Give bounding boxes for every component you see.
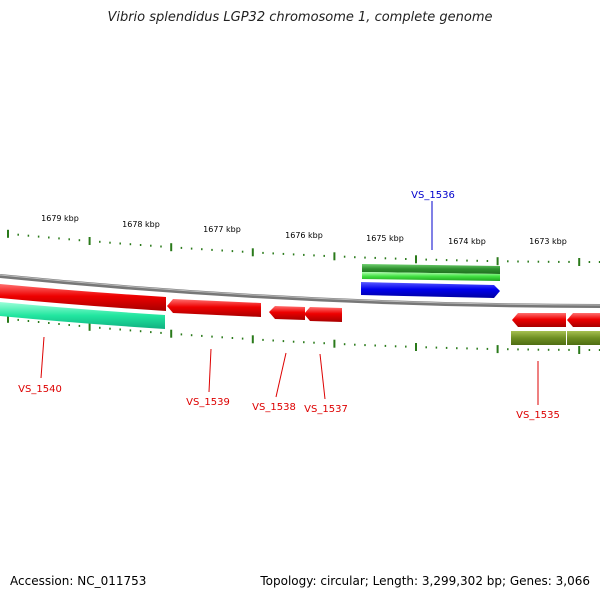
gene-label-vs-1540[interactable]: VS_1540 <box>18 384 62 395</box>
feature-green-forward[interactable] <box>362 264 500 281</box>
gene-label-vs-1536[interactable]: VS_1536 <box>411 190 455 201</box>
scale-label: 1677 kbp <box>203 225 241 234</box>
accession-text: Accession: NC_011753 <box>10 574 147 588</box>
gene-label-vs-1539[interactable]: VS_1539 <box>186 397 230 408</box>
leader-line <box>40 336 45 379</box>
scale-label: 1678 kbp <box>122 220 160 229</box>
scale-label: 1676 kbp <box>285 231 323 240</box>
gene-vs-1540[interactable] <box>0 284 166 311</box>
summary-text: Topology: circular; Length: 3,299,302 bp… <box>260 574 590 588</box>
scale-label: 1679 kbp <box>41 214 79 223</box>
scale-label: 1674 kbp <box>448 237 486 246</box>
scale-label: 1675 kbp <box>366 234 404 243</box>
gene-vs-1536[interactable] <box>361 282 500 298</box>
gene-vs-1538[interactable] <box>269 306 305 320</box>
scale-ticks-upper <box>7 229 600 266</box>
gene-label-vs-1535[interactable]: VS_1535 <box>516 410 560 421</box>
gene-label-vs-1538[interactable]: VS_1538 <box>252 402 296 413</box>
leader-line <box>319 353 326 400</box>
genome-backbone <box>0 274 600 308</box>
leader-line <box>208 348 212 393</box>
scale-label: 1673 kbp <box>529 237 567 246</box>
gene-label-vs-1537[interactable]: VS_1537 <box>304 404 348 415</box>
gene-vs-1539[interactable] <box>167 299 261 317</box>
scale-ticks-lower <box>7 314 600 354</box>
feature-olive[interactable] <box>511 331 600 345</box>
gene-vs-1537[interactable] <box>304 307 342 322</box>
map-title: Vibrio splendidus LGP32 chromosome 1, co… <box>107 10 493 25</box>
gene-vs-1535[interactable] <box>512 313 600 327</box>
feature-teal[interactable] <box>0 302 165 329</box>
leader-line <box>275 352 287 398</box>
